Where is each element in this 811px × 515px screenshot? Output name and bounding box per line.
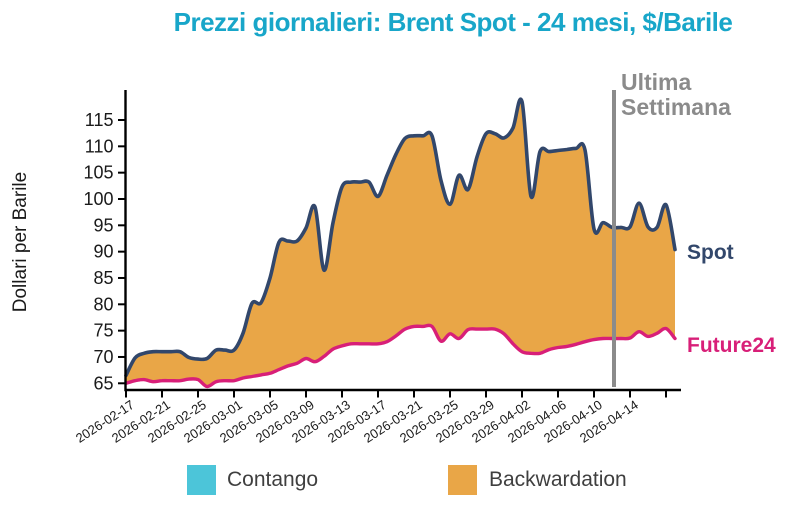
y-tick-label: 65 <box>93 373 113 393</box>
contango-legend-label: Contango <box>227 468 319 491</box>
last-week-annotation: Ultima Settimana <box>621 70 731 120</box>
chart-title: Prezzi giornalieri: Brent Spot - 24 mesi… <box>173 7 733 37</box>
spot-series-label: Spot <box>687 241 734 264</box>
last-week-annotation-line2: Settimana <box>621 94 731 120</box>
y-tick-label: 105 <box>83 163 113 183</box>
y-tick-label: 80 <box>93 294 113 314</box>
last-week-annotation-line1: Ultima <box>621 69 692 95</box>
y-tick-label: 70 <box>93 347 113 367</box>
y-tick-label: 95 <box>93 215 113 235</box>
y-tick-label: 110 <box>85 136 114 156</box>
y-tick-label: 85 <box>93 268 113 288</box>
contango-legend-swatch <box>187 465 216 495</box>
y-tick-label: 115 <box>85 110 114 130</box>
backwardation-legend-swatch <box>448 465 477 495</box>
future24-series-label: Future24 <box>687 334 776 357</box>
backwardation-legend-label: Backwardation <box>489 468 627 491</box>
y-tick-label: 75 <box>93 321 113 341</box>
y-tick-label: 90 <box>93 242 113 262</box>
spot-line <box>124 97 677 378</box>
price-chart-canvas: 657075808590951001051101152026-02-172026… <box>73 90 681 446</box>
y-tick-label: 100 <box>83 189 113 209</box>
future24-line <box>124 323 677 389</box>
